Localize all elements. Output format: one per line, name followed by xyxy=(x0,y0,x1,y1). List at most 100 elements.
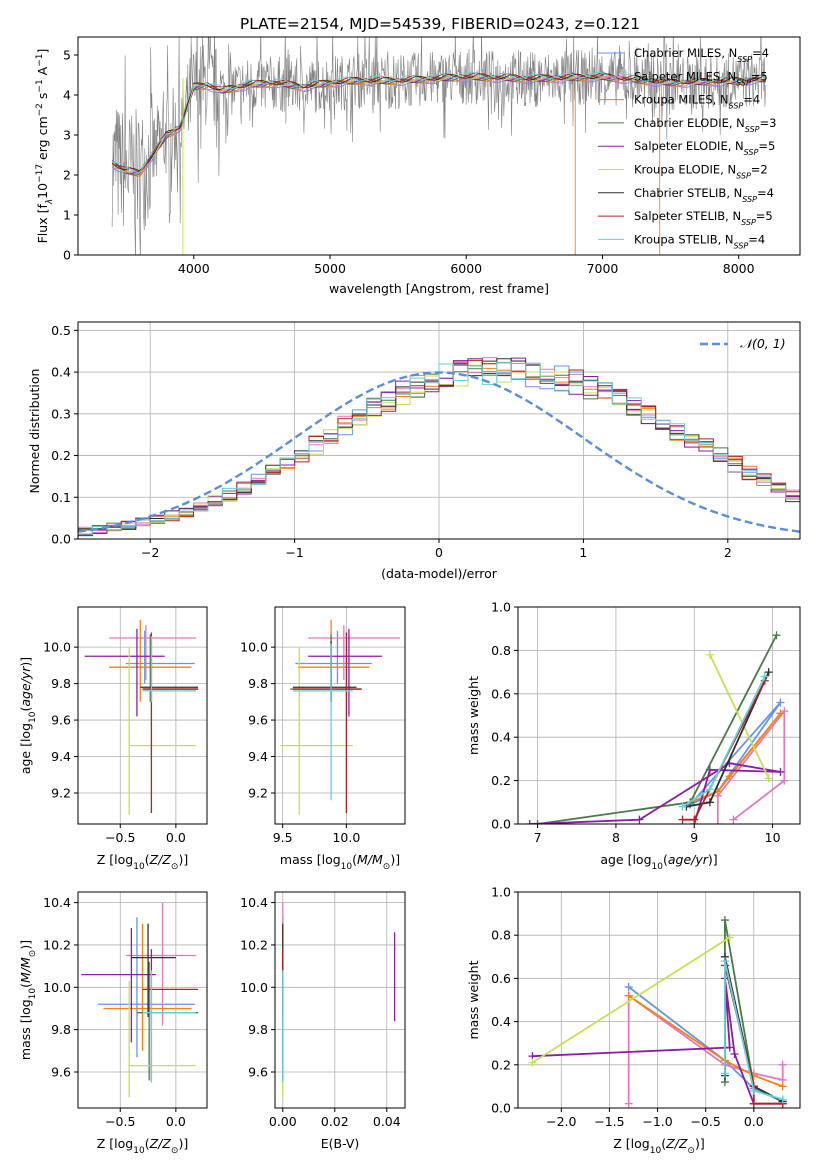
y-tick-label: 0.4 xyxy=(491,1014,511,1029)
label-part: )] xyxy=(18,657,33,667)
legend-tail: =3 xyxy=(760,116,777,130)
y-tick-label: 10.0 xyxy=(43,980,71,995)
weight-marker-salpeter_elodie xyxy=(635,815,644,824)
legend-main: Salpeter MILES, N xyxy=(634,69,736,83)
label-part: ] xyxy=(35,49,50,54)
figure-title: PLATE=2154, MJD=54539, FIBERID=0243, z=0… xyxy=(240,15,640,33)
label-part: )] xyxy=(695,1136,705,1151)
x-axis-label: Z [log10(Z/Z⊙)] xyxy=(97,1136,188,1156)
label-part: M/M xyxy=(18,957,33,983)
x-tick-label: 2 xyxy=(724,545,732,560)
y-tick-label: 0.0 xyxy=(491,1101,511,1116)
axes-frame xyxy=(77,36,801,256)
legend-sub: SSP xyxy=(744,148,759,157)
legend-tail: =5 xyxy=(758,139,775,153)
legend-main: Chabrier STELIB, N xyxy=(634,186,742,200)
x-tick-label: 1 xyxy=(579,545,587,560)
x-tick-label: 0 xyxy=(435,545,443,560)
x-tick-label: 0.02 xyxy=(321,1114,349,1129)
legend-tail: =4 xyxy=(743,93,760,107)
legend-main: Kroupa ELODIE, N xyxy=(634,163,736,177)
legend-main: Kroupa MILES, N xyxy=(634,93,729,107)
label-part: Z/Z xyxy=(665,1136,688,1151)
label-part: −17 xyxy=(35,164,45,183)
legend-tail: =4 xyxy=(748,232,765,246)
legend-label: Kroupa MILES, NSSP=4 xyxy=(634,93,760,111)
x-tick-label: −0.5 xyxy=(105,1114,135,1129)
plot-area-spectrum xyxy=(111,37,767,255)
weight-marker-chabrier_stelib xyxy=(764,668,773,677)
x-axis-label: E(B-V) xyxy=(321,1136,360,1151)
label-part: )] xyxy=(390,852,400,867)
model-line-salpeter_elodie xyxy=(111,74,767,175)
legend-main: Salpeter ELODIE, N xyxy=(634,139,744,153)
y-tick-label: 9.8 xyxy=(248,1022,268,1037)
y-tick-label: 10.4 xyxy=(240,895,268,910)
x-axis-label: Z [log10(Z/Z⊙)] xyxy=(613,1136,704,1156)
label-part: ⊙ xyxy=(171,1146,179,1156)
legend-sub: SSP xyxy=(737,55,752,64)
weight-marker-kroupa_stelib xyxy=(720,1069,729,1078)
panel-mass_vs_ebv: 0.00 0.02 0.04 9.6 9.8 10.0 10.2 10.4 E(B-V) xyxy=(240,891,406,1151)
legend-sub: SSP xyxy=(742,194,757,203)
y-tick-label: 0.0 xyxy=(51,532,71,547)
y-tick-label: 2 xyxy=(63,168,71,183)
observed-spectrum xyxy=(111,37,767,255)
weight-marker-kroupa_stelib xyxy=(720,957,729,966)
y-tick-label: 9.6 xyxy=(248,1065,268,1080)
weight-marker-kroupa_stelib xyxy=(705,785,714,794)
weight-line-kroupa_elodie xyxy=(531,936,731,1064)
y-tick-label: 0.5 xyxy=(51,323,71,338)
label-part: Z [log xyxy=(613,1136,649,1151)
legend-label: 𝒩(0, 1) xyxy=(740,336,786,351)
label-part: Z [log xyxy=(97,1136,133,1151)
label-part: ( xyxy=(352,852,357,867)
y-tick-label: 9.6 xyxy=(51,1065,71,1080)
y-tick-label: 10.2 xyxy=(240,937,268,952)
label-part: 10 xyxy=(35,183,50,199)
x-tick-label: −1 xyxy=(285,545,303,560)
weight-marker-salpeter_elodie xyxy=(525,820,534,824)
x-tick-label: 5000 xyxy=(314,261,346,276)
y-axis-label: age [log10(age/yr)] xyxy=(18,657,38,774)
y-tick-label: 0.4 xyxy=(491,730,511,745)
panel-age_vs_mass: 9.5 10.0 9.2 9.4 9.6 9.8 10.0 mass [log10(M/M⊙)… xyxy=(240,606,406,872)
legend-label: Salpeter ELODIE, NSSP=5 xyxy=(634,139,775,157)
label-part: 10 xyxy=(341,862,353,872)
label-part: ( xyxy=(145,852,150,867)
y-tick-label: 9.8 xyxy=(51,1022,71,1037)
y-tick-label: 4 xyxy=(63,88,71,103)
y-tick-label: 0.3 xyxy=(51,406,71,421)
y-axis-label: mass [log10(M/M⊙)] xyxy=(18,940,38,1060)
weight-marker-kroupa_stelib xyxy=(749,1086,758,1095)
panels: 4000 5000 6000 7000 8000 0 1 2 3 4 5 Chabrier MILES… xyxy=(18,36,801,1156)
legend-label: Chabrier STELIB, NSSP=4 xyxy=(634,186,774,204)
weight-marker-chabrier_miles xyxy=(624,983,633,992)
y-tick-label: 10.0 xyxy=(240,980,268,995)
weight-marker-salpeter_elodie xyxy=(776,767,785,776)
weight-marker-salpeter_stelib xyxy=(749,1099,758,1108)
weight-marker-salpeter_miles xyxy=(624,1099,633,1108)
weight-marker-salpeter_miles xyxy=(780,776,789,785)
label-part: Flux [f xyxy=(35,204,50,244)
label-part: ⊙ xyxy=(383,862,391,872)
label-part: 10 xyxy=(133,1146,145,1156)
weight-line-kroupa_miles xyxy=(689,712,782,804)
panel-residuals: −2 −1 0 1 2 0.0 0.1 0.2 0.3 0.4 0.5 𝒩(0, 1) (data-mo… xyxy=(27,321,801,581)
plot-area-mass_weight_vs_Z xyxy=(518,892,800,1108)
y-tick-label: 10.4 xyxy=(43,895,71,910)
label-part: s xyxy=(35,93,50,104)
weight-line-chabrier_miles xyxy=(689,701,782,806)
weight-marker-kroupa_miles xyxy=(725,772,734,781)
label-part: ⊙ xyxy=(171,862,179,872)
label-part: Z [log xyxy=(97,852,133,867)
label-part: ( xyxy=(18,707,33,712)
x-tick-label: 10 xyxy=(765,830,781,845)
label-part: )] xyxy=(708,852,718,867)
y-tick-label: 10.0 xyxy=(43,640,71,655)
x-tick-label: −0.5 xyxy=(690,1114,720,1129)
x-tick-label: −1.5 xyxy=(594,1114,624,1129)
label-part: ⊙ xyxy=(687,1146,695,1156)
label-part: )] xyxy=(178,852,188,867)
y-tick-label: 0.8 xyxy=(491,643,511,658)
